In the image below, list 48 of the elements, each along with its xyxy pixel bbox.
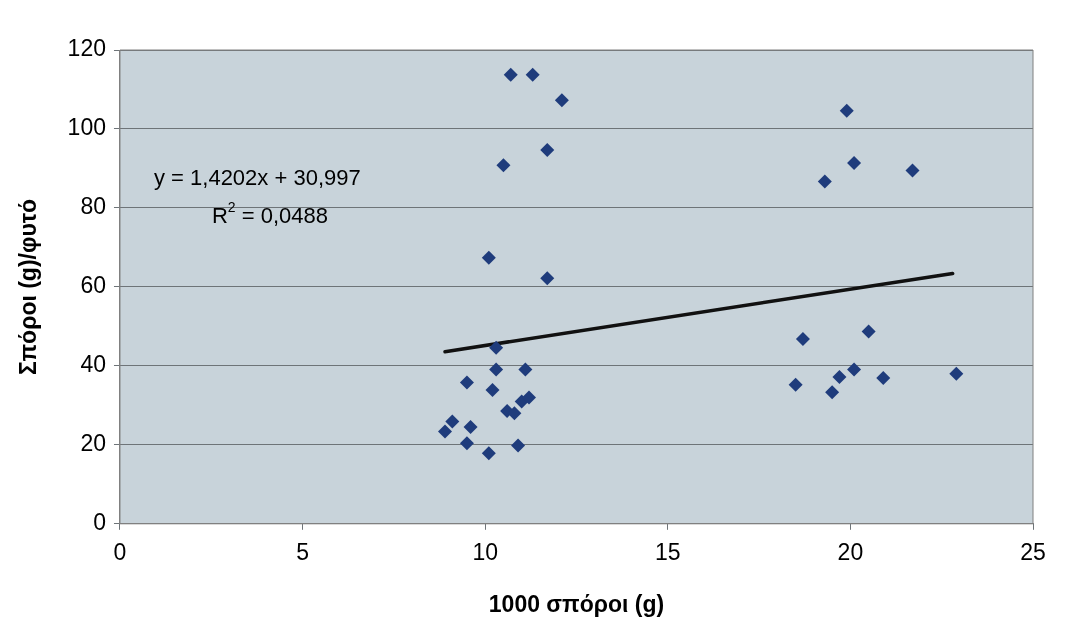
x-axis-title: 1000 σπόροι (g) [488,590,665,617]
point [825,385,840,400]
y-tick-label: 20 [80,430,106,457]
point [847,362,862,377]
point [839,103,854,118]
point [438,424,453,439]
point [496,158,511,173]
x-tick-label: 10 [472,538,498,565]
point [485,382,500,397]
y-tick-label: 100 [67,114,106,141]
y-tick-label: 40 [80,351,106,378]
point [554,93,569,108]
point [905,163,920,178]
point [522,390,537,405]
point [949,366,964,381]
y-tick-label: 80 [80,193,106,220]
point [518,362,533,377]
x-tick-label: 15 [654,538,681,565]
x-tick-label: 5 [296,538,309,565]
y-tick-label: 60 [80,272,106,299]
y-tick-label: 120 [67,35,106,62]
y-tick-label: 0 [93,509,106,536]
point [481,250,496,265]
point [788,377,803,392]
point [463,420,478,435]
point [540,271,555,286]
x-tick-label: 25 [1020,538,1046,565]
point [795,332,810,347]
y-axis-title: Σπόροι (g)/φυτό [15,198,42,375]
point [489,362,504,377]
point [445,414,460,429]
point [459,375,474,390]
x-tick-label: 0 [113,538,127,565]
point [540,142,555,157]
point [876,371,891,386]
point [489,340,504,355]
point [507,406,522,421]
point [817,174,832,189]
point [525,67,540,82]
point [511,438,526,453]
point [481,446,496,461]
point [832,369,847,384]
point [861,324,876,339]
point [503,67,518,82]
point [459,436,474,451]
annotation: y = 1,4202x + 30,997 [153,165,361,191]
point [847,155,862,170]
x-tick-label: 20 [837,538,864,565]
